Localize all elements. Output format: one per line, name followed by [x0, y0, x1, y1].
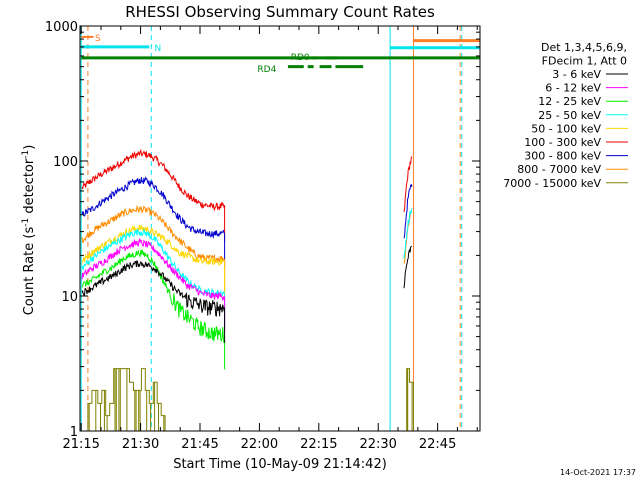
legend-header-0: Det 1,3,4,5,6,9,: [541, 41, 627, 54]
legend-label-1: 6 - 12 keV: [545, 82, 601, 95]
series-7-segment-0: [81, 260, 226, 343]
legend-label-8: 7000 - 15000 keV: [503, 177, 601, 190]
y-axis-label-sup1: -1: [21, 218, 31, 227]
timestamp: 14-Oct-2021 17:37: [560, 468, 636, 477]
legend-label-6: 300 - 800 keV: [524, 150, 601, 163]
x-tick-label-4: 22:15: [300, 437, 337, 452]
legend-label-0: 3 - 6 keV: [552, 68, 601, 81]
series-4-segment-1: [403, 208, 413, 259]
series-8-segment-0: [84, 368, 166, 432]
y-axis-label: Count Rate (s-1 detector-1): [21, 145, 37, 316]
flag-bars-layer: S N RD0 RD4: [81, 34, 480, 75]
series-4-segment-0: [81, 227, 226, 329]
y-axis-label-end: ): [22, 145, 37, 150]
y-tick-label-3: 1000: [45, 20, 78, 35]
series-1-segment-1: [403, 183, 413, 239]
x-tick-label-0: 21:15: [62, 437, 99, 452]
series-layer: [81, 148, 414, 432]
chart-title: RHESSI Observing Summary Count Rates: [125, 3, 435, 21]
plot-frame: [79, 25, 481, 432]
legend-label-4: 50 - 100 keV: [531, 122, 601, 135]
x-tick-label-2: 21:45: [181, 437, 218, 452]
legend-header-1: FDecim 1, Att 0: [542, 55, 627, 68]
x-axis-label: Start Time (10-May-09 21:14:42): [173, 457, 387, 472]
flag-label-rd0: RD0: [291, 53, 310, 63]
legend-label-7: 800 - 7000 keV: [517, 163, 601, 176]
flag-label-n: N: [154, 44, 161, 54]
series-2-segment-0: [81, 204, 226, 294]
flag-label-s: S: [95, 34, 101, 44]
flag-label-rd4: RD4: [257, 65, 276, 75]
legend-label-2: 12 - 25 keV: [538, 95, 601, 108]
y-tick-label-1: 10: [61, 290, 78, 305]
x-tick-label-1: 21:30: [122, 437, 159, 452]
y-axis-label-main: Count Rate (s: [22, 227, 37, 316]
series-0-segment-1: [403, 156, 413, 213]
y-axis-label-mid: detector: [22, 158, 37, 218]
series-6-segment-0: [81, 248, 226, 370]
legend-label-5: 100 - 300 keV: [524, 136, 601, 149]
series-8-segment-1: [404, 368, 414, 432]
legend-label-3: 25 - 50 keV: [538, 109, 601, 122]
series-1-segment-0: [81, 176, 226, 269]
series-7-segment-1: [403, 246, 413, 289]
tick-labels-layer: 21:15 21:30 21:45 22:00 22:15 22:30 22:45 1 10 10…: [45, 20, 456, 452]
x-tick-label-3: 22:00: [241, 437, 278, 452]
x-tick-label-5: 22:30: [359, 437, 396, 452]
legend: Det 1,3,4,5,6,9,FDecim 1, Att 03 - 6 keV…: [503, 41, 628, 190]
x-tick-label-6: 22:45: [419, 437, 456, 452]
series-5-segment-0: [81, 237, 226, 332]
ticks-layer: [80, 26, 480, 432]
y-tick-label-2: 100: [53, 155, 78, 170]
series-0-segment-0: [81, 148, 226, 242]
series-3-segment-0: [81, 224, 226, 297]
y-tick-label-0: 1: [70, 425, 78, 440]
y-axis-label-sup2: -1: [21, 150, 31, 159]
